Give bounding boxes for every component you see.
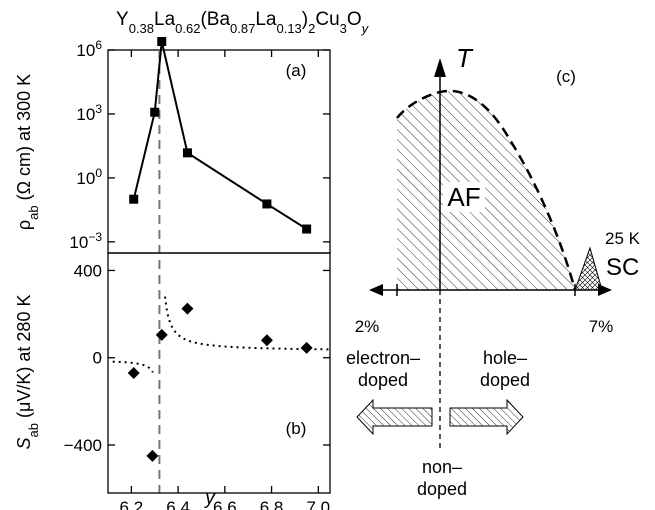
panel-a-point [262, 199, 272, 209]
panel-a-ytick-label: 100 [76, 166, 102, 188]
panel-b-point [260, 334, 273, 347]
panel-a-yticks: 10−3 100 103 106 [69, 38, 330, 252]
panel-a-ytick-label: 103 [76, 102, 102, 124]
t-axis-arrowhead [434, 58, 446, 77]
panel-b-point [155, 328, 168, 341]
electron-doped-label-1: electron– [346, 348, 420, 368]
panel-a-ylabel: ρab (Ω cm) at 300 K [14, 74, 41, 230]
panel-b-ytick-label: 0 [93, 349, 102, 368]
panel-b-ytick-label: −400 [64, 436, 102, 455]
panel-b-curve-left [112, 360, 154, 373]
panel-b-label: (b) [286, 419, 307, 438]
doping-axis-right-arrowhead [598, 284, 612, 296]
panel-b-curve-right [164, 296, 330, 351]
panel-b-ytick-label: 400 [74, 261, 102, 280]
doping-axis-left-arrowhead [369, 284, 383, 296]
non-doped-label-1: non– [422, 457, 462, 477]
panel-c-label: (c) [556, 67, 576, 86]
panel-a-ytick-label: 106 [76, 38, 102, 60]
panel-b-xtick-label: 7.0 [306, 498, 330, 510]
hole-doped-label-2: doped [480, 370, 530, 390]
panel-a-label: (a) [286, 61, 307, 80]
panel-b-point [146, 449, 159, 462]
panel-a: 10−3 100 103 106 (a) ρab (Ω cm) at 300 K [14, 37, 331, 493]
panel-b-xtick-label: 6.4 [166, 498, 190, 510]
panel-b-frame [107, 252, 331, 494]
chart-title: Y0.38La0.62(Ba0.87La0.13)2Cu3Oy [116, 9, 370, 36]
panel-b-xtick-label: 6.8 [260, 498, 284, 510]
sc-label: SC [606, 254, 639, 281]
panel-a-point [150, 107, 160, 117]
panel-b-xtick-label: 6.2 [120, 498, 144, 510]
af-boundary [396, 89, 577, 291]
panel-b-point [300, 341, 313, 354]
panel-b-xticks: 6.2 6.4 6.6 6.8 7.0 [120, 50, 330, 510]
panel-a-markers [129, 37, 312, 234]
sc-dome [574, 246, 603, 291]
sc-temperature: 25 K [605, 229, 641, 248]
panel-a-curve [132, 41, 308, 230]
doping-tick-right-label: 7% [589, 317, 614, 336]
hole-doped-label-1: hole– [483, 348, 527, 368]
panel-b-xlabel: y [203, 488, 216, 509]
t-axis-label: T [456, 43, 474, 73]
af-label: AF [447, 182, 480, 212]
electron-doped-arrow [356, 398, 433, 436]
hole-doped-arrow [449, 398, 524, 436]
panel-a-point [182, 148, 192, 158]
doping-tick-left-label: 2% [355, 317, 380, 336]
panel-a-ytick-label: 10−3 [69, 230, 102, 252]
af-label-bg [443, 182, 485, 212]
non-doped-label-2: doped [417, 479, 467, 499]
panel-c: T (c) AF 25 K SC 2% 7% electron– doped h… [346, 43, 641, 499]
panel-b-markers [127, 302, 313, 462]
panel-b-point [127, 367, 140, 379]
electron-doped-label-2: doped [358, 370, 408, 390]
panel-a-point [302, 224, 312, 234]
panel-b: −400 0 400 6.2 6.4 6.6 6.8 7.0 (b) Sab (μV/K) … [14, 50, 331, 510]
panel-a-point [157, 37, 167, 47]
panel-a-point [129, 194, 139, 204]
panel-b-yticks: −400 0 400 [64, 261, 330, 455]
panel-b-xtick-label: 6.6 [213, 498, 237, 510]
af-region [397, 90, 575, 290]
panel-b-point [181, 302, 194, 315]
panel-b-ylabel: Sab (μV/K) at 280 K [14, 295, 41, 450]
